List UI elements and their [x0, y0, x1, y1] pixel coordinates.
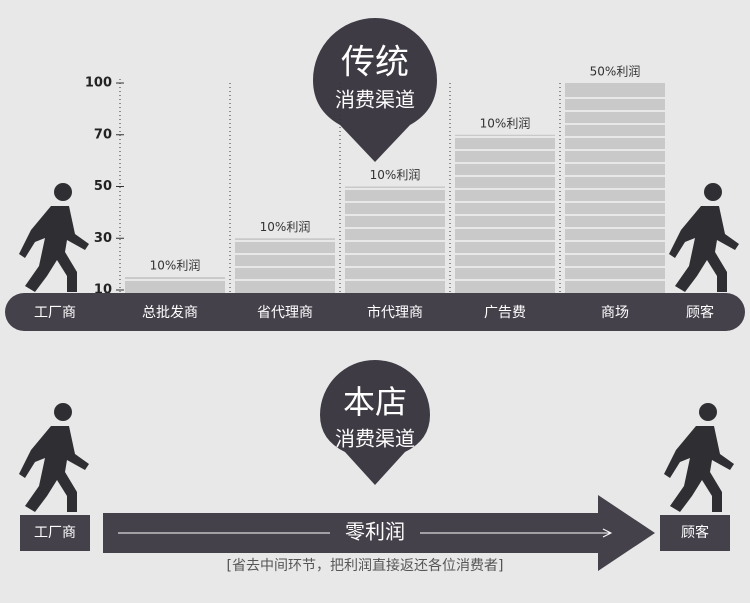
caption: [省去中间环节，把利润直接返还各位消费者]: [227, 557, 504, 574]
banner-subtitle: 消费渠道: [335, 427, 415, 451]
timeline-label: 总批发商: [142, 305, 198, 321]
timeline-label: 省代理商: [257, 305, 313, 321]
banner: [313, 18, 437, 162]
arrow-label: 零利润: [345, 520, 405, 544]
banner: [320, 360, 430, 485]
value-label: 10%利润: [480, 116, 531, 130]
big-arrow: [103, 495, 655, 571]
bar: [125, 277, 225, 293]
timeline-label: 市代理商: [367, 304, 423, 321]
timeline: [5, 293, 745, 331]
box: [660, 515, 730, 551]
value-label: 10%利润: [370, 168, 421, 182]
value-label: 10%利润: [150, 259, 201, 273]
banner-subtitle: 消费渠道: [335, 88, 415, 112]
value-label: 10%利润: [260, 220, 311, 234]
y-tick-label: 30: [94, 231, 112, 246]
bar: [235, 238, 335, 293]
bar: [565, 83, 665, 293]
box-label: 工厂商: [34, 525, 76, 541]
arrow-head: [602, 528, 613, 538]
y-tick-label: 50: [94, 179, 112, 194]
banner-title: 传统: [341, 43, 409, 83]
banner-title: 本店: [343, 383, 407, 421]
box-label: 顾客: [681, 524, 709, 541]
timeline-label: 顾客: [686, 304, 714, 321]
box: [20, 515, 90, 551]
timeline-label: 商场: [601, 305, 629, 321]
y-tick-label: 100: [85, 76, 112, 91]
value-label: 50%利润: [590, 65, 641, 79]
timeline-label: 工厂商: [34, 305, 76, 321]
bar: [455, 134, 555, 293]
y-tick-label: 70: [94, 127, 112, 142]
timeline-label: 广告费: [484, 305, 526, 321]
bar: [345, 186, 445, 293]
